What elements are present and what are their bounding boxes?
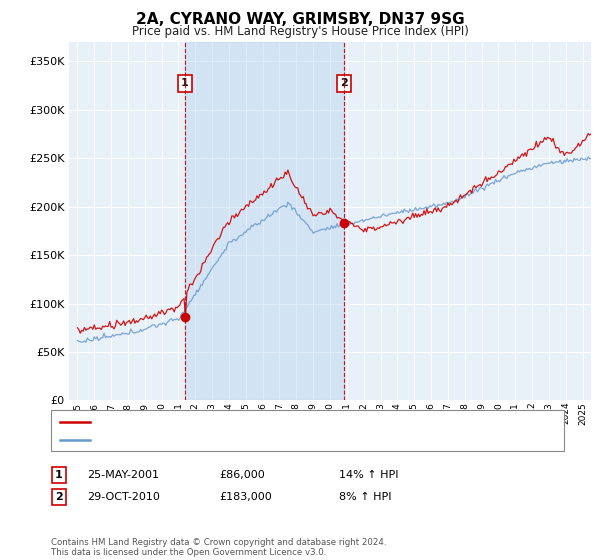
Text: 2A, CYRANO WAY, GRIMSBY, DN37 9SG (detached house): 2A, CYRANO WAY, GRIMSBY, DN37 9SG (detac… bbox=[96, 417, 408, 427]
Text: 2: 2 bbox=[340, 78, 348, 88]
Text: £183,000: £183,000 bbox=[219, 492, 272, 502]
Text: 2A, CYRANO WAY, GRIMSBY, DN37 9SG: 2A, CYRANO WAY, GRIMSBY, DN37 9SG bbox=[136, 12, 464, 27]
Text: 1: 1 bbox=[181, 78, 189, 88]
Bar bbox=[185, 42, 344, 400]
Text: 14% ↑ HPI: 14% ↑ HPI bbox=[339, 470, 398, 480]
Text: 25-MAY-2001: 25-MAY-2001 bbox=[87, 470, 159, 480]
Text: 1: 1 bbox=[55, 470, 62, 480]
Text: Contains HM Land Registry data © Crown copyright and database right 2024.
This d: Contains HM Land Registry data © Crown c… bbox=[51, 538, 386, 557]
Text: 2: 2 bbox=[55, 492, 62, 502]
Text: £86,000: £86,000 bbox=[219, 470, 265, 480]
Text: Price paid vs. HM Land Registry's House Price Index (HPI): Price paid vs. HM Land Registry's House … bbox=[131, 25, 469, 38]
Text: HPI: Average price, detached house, North East Lincolnshire: HPI: Average price, detached house, Nort… bbox=[96, 435, 425, 445]
Text: 8% ↑ HPI: 8% ↑ HPI bbox=[339, 492, 391, 502]
Text: 29-OCT-2010: 29-OCT-2010 bbox=[87, 492, 160, 502]
